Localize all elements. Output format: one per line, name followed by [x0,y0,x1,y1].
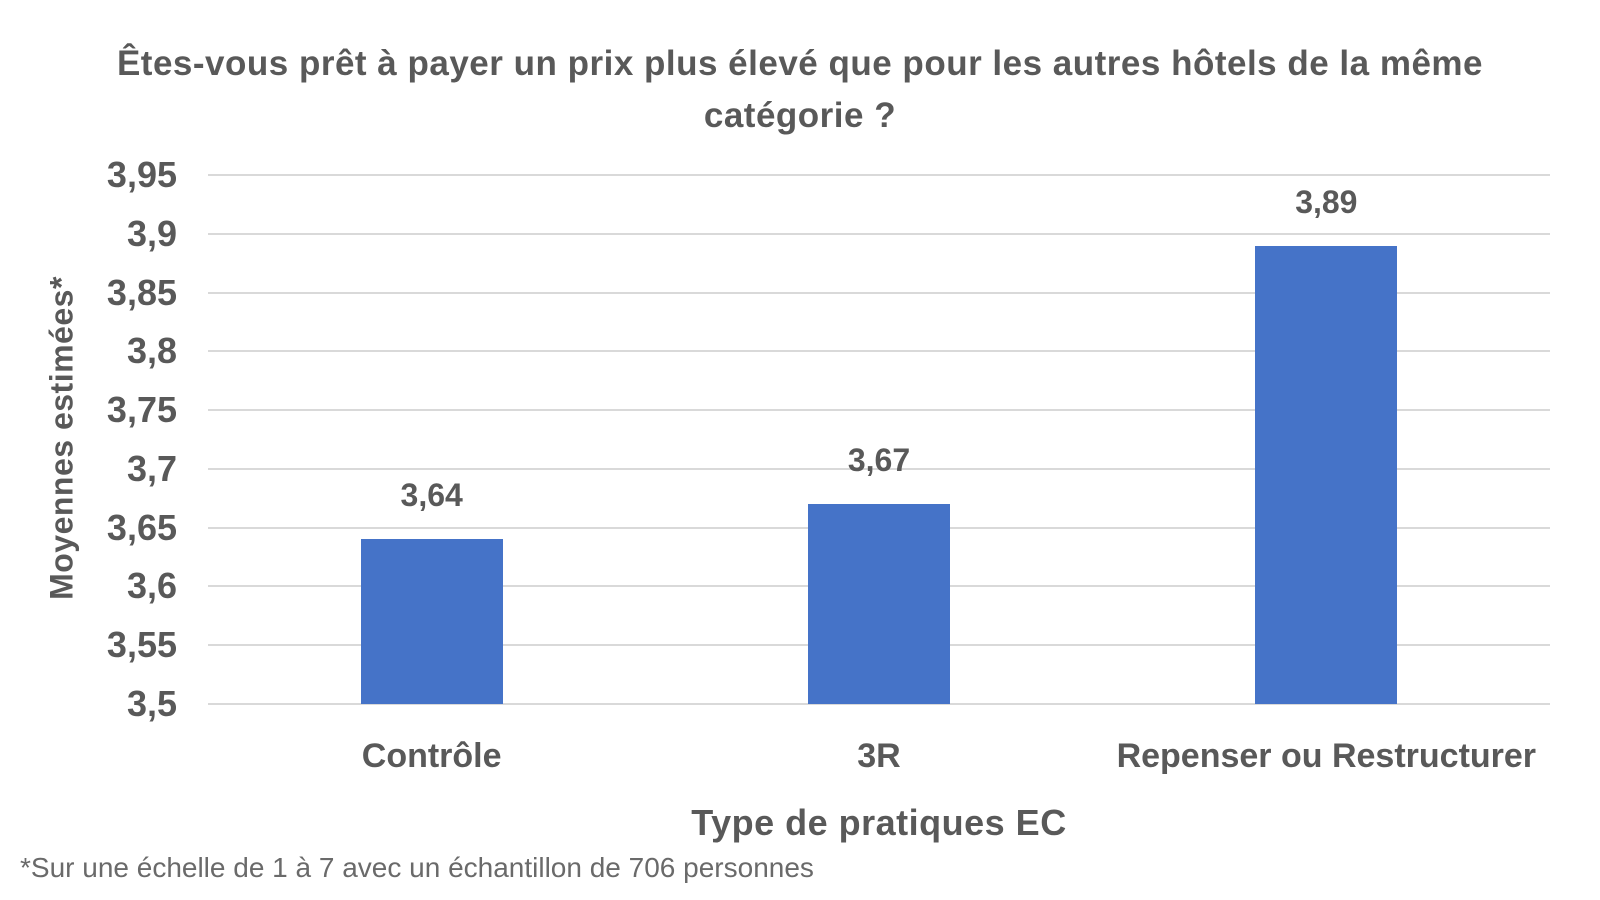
y-tick-label: 3,6 [126,565,177,607]
chart-title-line-1: Êtes-vous prêt à payer un prix plus élev… [116,44,1484,83]
gridline [208,703,1550,705]
bar [360,539,503,704]
category-label: Contrôle [361,737,502,775]
x-axis-title: Type de pratiques EC [691,802,1067,843]
bar-value-label: 3,64 [400,477,463,514]
gridline [208,409,1550,412]
footnote: *Sur une échelle de 1 à 7 avec un échant… [20,852,814,883]
y-tick-label: 3,55 [106,624,177,666]
y-tick-label: 3,5 [126,683,177,724]
gridline [208,232,1550,235]
y-tick-label: 3,75 [106,389,177,431]
bar [1255,245,1398,704]
y-tick-label: 3,8 [126,330,177,372]
y-tick-label: 3,85 [106,271,177,313]
y-tick-label: 3,7 [126,447,177,489]
y-tick-label: 3,9 [126,212,177,254]
gridline [208,467,1550,470]
category-label: 3R [857,737,901,775]
y-tick-label: 3,65 [106,506,177,548]
bar [808,504,950,704]
y-axis-title: Moyennes estimées* [43,276,80,600]
gridline [208,174,1550,176]
bar-value-label: 3,89 [1295,183,1358,220]
category-label: Repenser ou Restructurer [1116,737,1537,775]
chart-title-line-2: catégorie ? [703,96,897,135]
y-tick-label: 3,95 [106,154,177,195]
chart-title: Êtes-vous prêt à payer un prix plus élev… [0,38,1600,142]
bar-value-label: 3,67 [847,442,911,479]
gridline [208,291,1550,294]
gridline [208,350,1550,353]
